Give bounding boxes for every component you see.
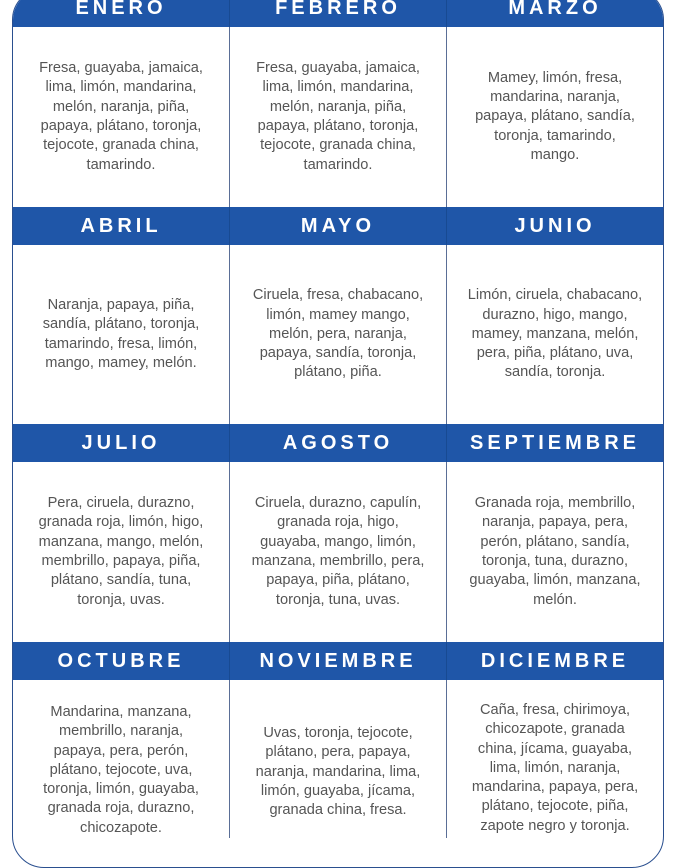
fruit-calendar: ENERO FEBRERO MARZO Fresa, guayaba, jamaica… [12,0,664,868]
month-fruits-mayo: Ciruela, fresa, chabacano, limón, mamey … [230,245,447,424]
month-fruits-octubre: Mandarina, manzana, membrillo, naranja, … [13,680,230,839]
month-grid: ENERO FEBRERO MARZO Fresa, guayaba, jamaica… [13,0,663,839]
month-header-abril: ABRIL [13,207,230,245]
month-fruits-febrero: Fresa, guayaba, jamaica, lima, limón, ma… [230,27,447,207]
month-fruits-enero: Fresa, guayaba, jamaica, lima, limón, ma… [13,27,230,207]
month-header-mayo: MAYO [230,207,447,245]
month-fruits-julio: Pera, ciruela, durazno, granada roja, li… [13,462,230,642]
month-header-octubre: OCTUBRE [13,642,230,680]
month-fruits-septiembre: Granada roja, membrillo, naranja, papaya… [469,495,641,608]
month-fruits-diciembre: Caña, fresa, chirimoya, chicozapote, gra… [471,702,639,834]
month-header-septiembre: SEPTIEMBRE [447,424,663,462]
month-header-julio: JULIO [13,424,230,462]
month-fruits-marzo: Mamey, limón, fresa, mandarina, naranja,… [475,69,635,163]
month-fruits-noviembre: Uvas, toronja, tejocote, plátano, pera, … [230,680,447,839]
month-header-diciembre: DICIEMBRE [447,642,663,680]
month-header-enero: ENERO [13,0,230,27]
month-header-noviembre: NOVIEMBRE [230,642,447,680]
month-fruits-junio: Limón, ciruela, chabacano, durazno, higo… [467,287,643,381]
month-header-junio: JUNIO [447,207,663,245]
month-header-marzo: MARZO [447,0,663,27]
month-fruits-agosto: Ciruela, durazno, capulín, granada roja,… [230,462,447,642]
month-header-febrero: FEBRERO [230,0,447,27]
month-fruits-abril: Naranja, papaya, piña, sandía, plátano, … [13,245,230,424]
month-header-agosto: AGOSTO [230,424,447,462]
